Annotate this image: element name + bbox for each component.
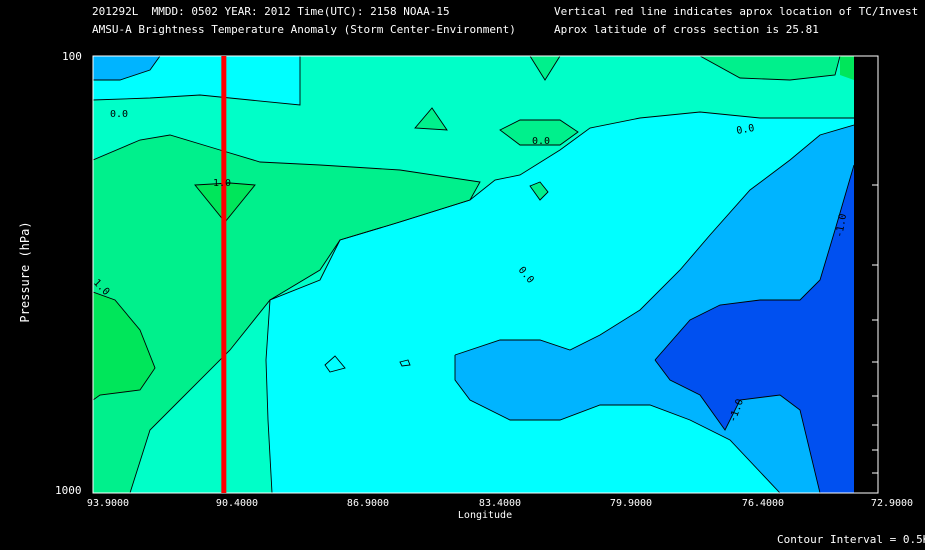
region-level-0-5 <box>93 135 480 493</box>
y-tick-label: 1000 <box>55 484 82 497</box>
region-level-0-5-island-a <box>415 108 447 130</box>
header-latitude-note: Aprox latitude of cross section is 25.81 <box>554 23 819 36</box>
contour-label: 0.0 <box>532 136 550 147</box>
region-level-minus-1-0-island <box>325 356 345 372</box>
contour-interval-note: Contour Interval = 0.5K <box>777 533 925 546</box>
contour-fill-layer <box>93 56 854 493</box>
contour-label: 0.0 <box>110 109 128 120</box>
region-level-1-0-left <box>93 292 155 400</box>
x-tick-label: 72.9000 <box>870 498 914 509</box>
region-level-minus-1-0-top-left <box>93 56 160 80</box>
plot-frame <box>92 55 879 494</box>
x-tick-label: 76.4000 <box>741 498 785 509</box>
contour-label: 0.0 <box>736 123 756 137</box>
x-tick-label: 93.9000 <box>86 498 130 509</box>
header-red-line-note: Vertical red line indicates aprox locati… <box>554 5 919 18</box>
right-axis-ticks <box>872 184 878 474</box>
x-tick-label: 83.4000 <box>478 498 522 509</box>
y-tick-label: 100 <box>62 50 82 63</box>
x-axis-label: Longitude <box>457 510 513 521</box>
x-tick-label: 79.9000 <box>609 498 653 509</box>
region-level-minus-1-5 <box>655 165 854 493</box>
region-level-0-5-top-right <box>700 56 840 80</box>
contour-label: 1.0 <box>213 178 231 189</box>
x-tick-label: 90.4000 <box>215 498 259 509</box>
region-level-minus-1-0 <box>455 125 854 493</box>
plot-margin-strip <box>854 56 878 493</box>
y-axis-label: Pressure (hPa) <box>18 221 32 323</box>
contour-label: -1.0 <box>834 213 849 239</box>
region-level-0-5-top-center <box>530 56 560 80</box>
header-storm-info: 201292L MMDD: 0502 YEAR: 2012 Time(UTC):… <box>92 5 450 18</box>
region-level-1-0-top-right <box>840 56 854 80</box>
region-level-0-5-island-b <box>500 120 578 145</box>
x-tick-label: 86.9000 <box>346 498 390 509</box>
header-product-title: AMSU-A Brightness Temperature Anomaly (S… <box>92 23 516 36</box>
